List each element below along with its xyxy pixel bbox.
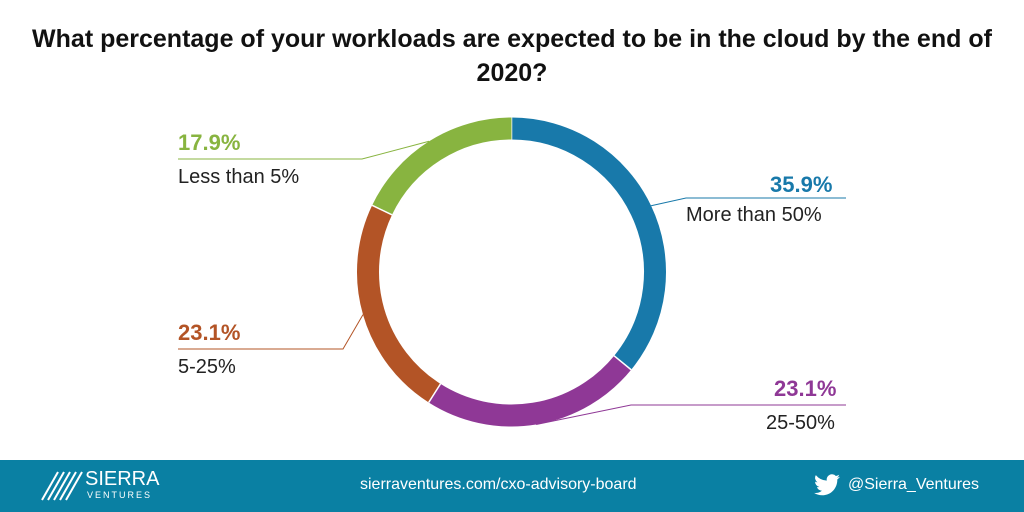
slice-separator	[428, 383, 442, 403]
logo-sub: VENTURES	[87, 490, 153, 500]
label-pct-3: 17.9%	[178, 130, 241, 155]
label-text-0: More than 50%	[686, 204, 822, 226]
leader-line-0	[650, 197, 846, 207]
label-text-1: 25-50%	[766, 412, 835, 434]
label-text-3: Less than 5%	[178, 166, 300, 188]
donut-slice-3	[372, 117, 512, 216]
donut-slice-0	[511, 117, 666, 370]
label-pct-0: 35.9%	[770, 172, 833, 197]
logo-stripes-icon	[41, 471, 83, 501]
chart-title: What percentage of your workloads are ex…	[32, 25, 992, 87]
sierra-ventures-logo: SIERRA VENTURES	[40, 468, 159, 507]
donut-slice-1	[428, 355, 632, 427]
label-pct-1: 23.1%	[774, 376, 837, 401]
leader-line-1	[536, 404, 846, 426]
footer: SIERRA VENTURES sierraventures.com/cxo-a…	[0, 460, 1024, 512]
slice-separator	[613, 355, 632, 371]
leader-line-2	[178, 314, 364, 350]
website-link[interactable]: sierraventures.com/cxo-advisory-board	[360, 476, 637, 493]
twitter-icon	[814, 474, 840, 496]
donut-slice-2	[357, 205, 441, 403]
slice-separator	[371, 204, 393, 216]
donut-chart	[178, 117, 846, 427]
twitter-handle-link[interactable]: @Sierra_Ventures	[848, 476, 979, 493]
logo-main: SIERRA	[85, 468, 160, 490]
label-text-2: 5-25%	[178, 356, 236, 378]
label-pct-2: 23.1%	[178, 320, 241, 345]
leader-line-3	[178, 140, 430, 160]
